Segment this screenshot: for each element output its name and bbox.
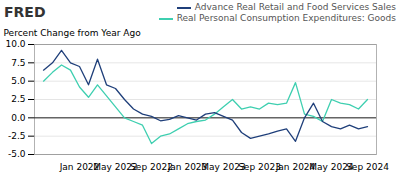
svg-text:7.5: 7.5 xyxy=(11,58,25,68)
html-text:Real Personal Consumption Expe: Real Personal Consumption Expenditures: … xyxy=(176,13,396,23)
svg-text:-2.5: -2.5 xyxy=(8,131,26,141)
svg-text:10.0: 10.0 xyxy=(5,39,25,49)
svg-text:Jan 2023: Jan 2023 xyxy=(167,161,208,172)
svg-text:Sep 2023: Sep 2023 xyxy=(238,162,281,172)
svg-text:0.0: 0.0 xyxy=(11,113,26,123)
svg-text:Jan 2024: Jan 2024 xyxy=(275,161,316,172)
svg-text:5.0: 5.0 xyxy=(11,76,26,86)
svg-text:2.5: 2.5 xyxy=(11,94,25,104)
svg-text:Sep 2024: Sep 2024 xyxy=(346,162,389,172)
svg-text:Jan 2022: Jan 2022 xyxy=(59,161,100,172)
svg-text:Percent Change from Year Ago: Percent Change from Year Ago xyxy=(4,28,142,38)
svg-text:-5.0: -5.0 xyxy=(8,149,26,159)
svg-text:Sep 2022: Sep 2022 xyxy=(130,162,173,172)
html-text:FRED: FRED xyxy=(4,4,46,20)
svg-text:May 2024: May 2024 xyxy=(309,161,354,172)
svg-text:May 2023: May 2023 xyxy=(201,161,246,172)
html-text:Advance Real Retail and Food S: Advance Real Retail and Food Services Sa… xyxy=(194,2,396,12)
svg-text:May 2022: May 2022 xyxy=(93,161,138,172)
